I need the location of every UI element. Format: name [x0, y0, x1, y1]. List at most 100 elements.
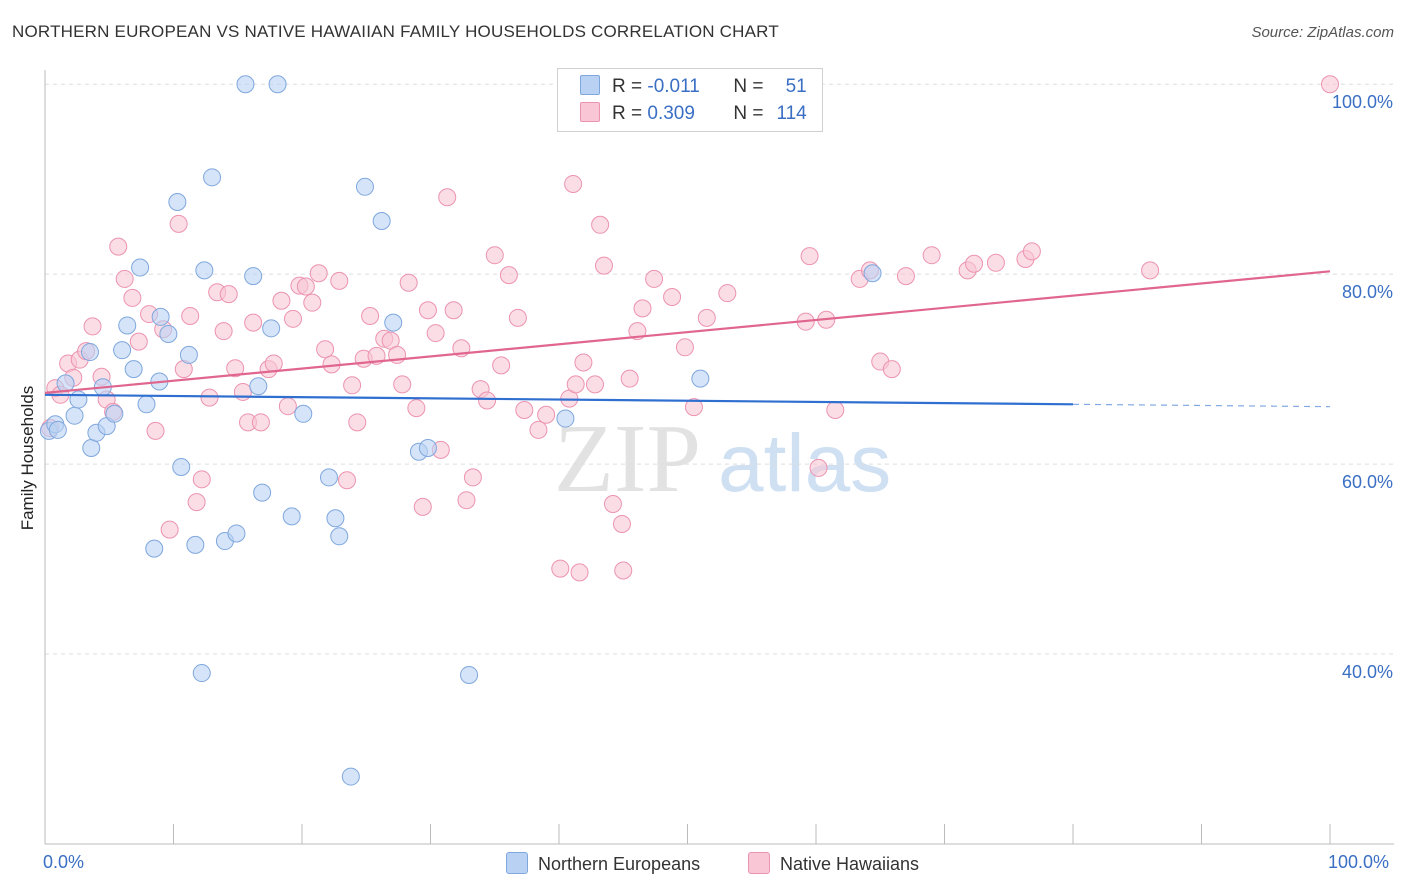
- axes: [44, 70, 1394, 845]
- northern-european-point: [145, 539, 164, 558]
- northern-european-point: [341, 767, 360, 786]
- n-value: 51: [785, 76, 807, 97]
- northern-european-point: [253, 483, 272, 502]
- y-axis-title: Family Households: [18, 385, 37, 531]
- native-hawaiian-point: [570, 563, 589, 582]
- native-hawaiian-point: [515, 400, 534, 419]
- native-hawaiian-point: [566, 375, 585, 394]
- native-hawaiian-point: [478, 391, 497, 410]
- native-hawaiian-point: [418, 301, 437, 320]
- blue-swatch: [580, 75, 600, 95]
- northern-european-point: [195, 261, 214, 280]
- native-hawaiian-point: [146, 421, 165, 440]
- y-tick-label: 40.0%: [1342, 662, 1393, 682]
- northern-european-point: [172, 457, 191, 476]
- northern-european-point: [159, 325, 178, 344]
- native-hawaiian-trend-line: [44, 270, 1331, 394]
- native-hawaiian-point: [809, 458, 828, 477]
- northern-european-point: [460, 665, 479, 684]
- native-hawaiian-point: [272, 291, 291, 310]
- native-hawaiian-point: [244, 313, 263, 332]
- native-hawaiian-point: [169, 214, 188, 233]
- native-hawaiian-point: [603, 495, 622, 514]
- native-hawaiian-point: [594, 256, 613, 275]
- northern-european-point: [282, 507, 301, 526]
- native-hawaiian-point: [499, 266, 518, 285]
- native-hawaiian-point: [278, 397, 297, 416]
- northern-european-point: [168, 193, 187, 212]
- native-hawaiian-point: [83, 317, 102, 336]
- northern-european-point: [244, 267, 263, 286]
- stats-legend: R = -0.011 N = 51 R = 0.309 N = 114: [557, 68, 823, 132]
- native-hawaiian-point: [343, 376, 362, 395]
- legend-row-northern-europeans: R = -0.011 N = 51: [580, 75, 807, 99]
- native-hawaiian-point: [551, 559, 570, 578]
- legend-native-hawaiians: Native Hawaiians: [748, 852, 919, 878]
- native-hawaiian-point: [1321, 75, 1339, 94]
- native-hawaiian-point: [393, 375, 412, 394]
- pink-swatch: [580, 102, 600, 122]
- native-hawaiian-point: [965, 254, 984, 273]
- native-hawaiian-point: [219, 285, 238, 304]
- y-tick-label: 60.0%: [1342, 472, 1393, 492]
- n-label: N =: [733, 76, 769, 97]
- data-points: [39, 75, 1339, 786]
- grid-lines: [45, 83, 1394, 655]
- native-hawaiian-point: [922, 246, 941, 265]
- native-hawaiian-point: [826, 400, 845, 419]
- native-hawaiian-point: [309, 264, 328, 283]
- native-hawaiian-point: [800, 247, 819, 266]
- native-hawaiian-point: [160, 520, 179, 539]
- northern-european-point: [48, 420, 67, 439]
- native-hawaiian-point: [718, 284, 737, 303]
- blue-swatch: [506, 852, 528, 874]
- northern-european-point: [268, 75, 287, 94]
- native-hawaiian-point: [1022, 242, 1041, 261]
- northern-european-point: [691, 369, 710, 388]
- northern-european-point: [249, 377, 268, 396]
- native-hawaiian-point: [675, 338, 694, 357]
- native-hawaiian-point: [564, 174, 583, 193]
- native-hawaiian-point: [463, 468, 482, 487]
- native-hawaiian-point: [251, 413, 270, 432]
- native-hawaiian-point: [444, 301, 463, 320]
- r-label: R =: [612, 103, 648, 124]
- northern-european-point: [151, 307, 170, 326]
- native-hawaiian-point: [620, 369, 639, 388]
- native-hawaiian-point: [264, 354, 283, 373]
- northern-european-point: [863, 264, 882, 283]
- native-hawaiian-point: [896, 267, 915, 286]
- native-hawaiian-point: [296, 277, 315, 296]
- native-hawaiian-point: [115, 269, 134, 288]
- native-hawaiian-point: [882, 360, 901, 379]
- northern-european-point: [236, 75, 255, 94]
- source-label: Source: ZipAtlas.com: [1251, 24, 1394, 41]
- native-hawaiian-point: [612, 514, 631, 533]
- northern-european-point: [131, 258, 150, 277]
- legend-row-native-hawaiians: R = 0.309 N = 114: [580, 102, 807, 126]
- northern-european-point: [262, 319, 281, 338]
- northern-european-point: [330, 527, 349, 546]
- native-hawaiian-point: [337, 471, 356, 490]
- native-hawaiian-point: [508, 308, 527, 327]
- native-hawaiian-point: [226, 359, 245, 378]
- r-label: R =: [612, 76, 648, 97]
- native-hawaiian-point: [574, 353, 593, 372]
- native-hawaiian-point: [284, 309, 303, 328]
- native-hawaiian-point: [426, 324, 445, 343]
- northern-european-point: [186, 535, 205, 554]
- northern-european-point: [294, 404, 313, 423]
- legend-label: Northern Europeans: [538, 854, 701, 874]
- native-hawaiian-point: [129, 332, 148, 351]
- native-hawaiian-point: [645, 269, 664, 288]
- native-hawaiian-point: [529, 420, 548, 439]
- y-tick-label: 100.0%: [1332, 92, 1393, 112]
- pink-swatch: [748, 852, 770, 874]
- northern-european-point: [179, 345, 198, 364]
- northern-european-point: [326, 509, 345, 528]
- native-hawaiian-point: [109, 237, 128, 256]
- trend-lines: [44, 270, 1331, 408]
- native-hawaiian-point: [303, 293, 322, 312]
- legend-label: Native Hawaiians: [780, 854, 920, 874]
